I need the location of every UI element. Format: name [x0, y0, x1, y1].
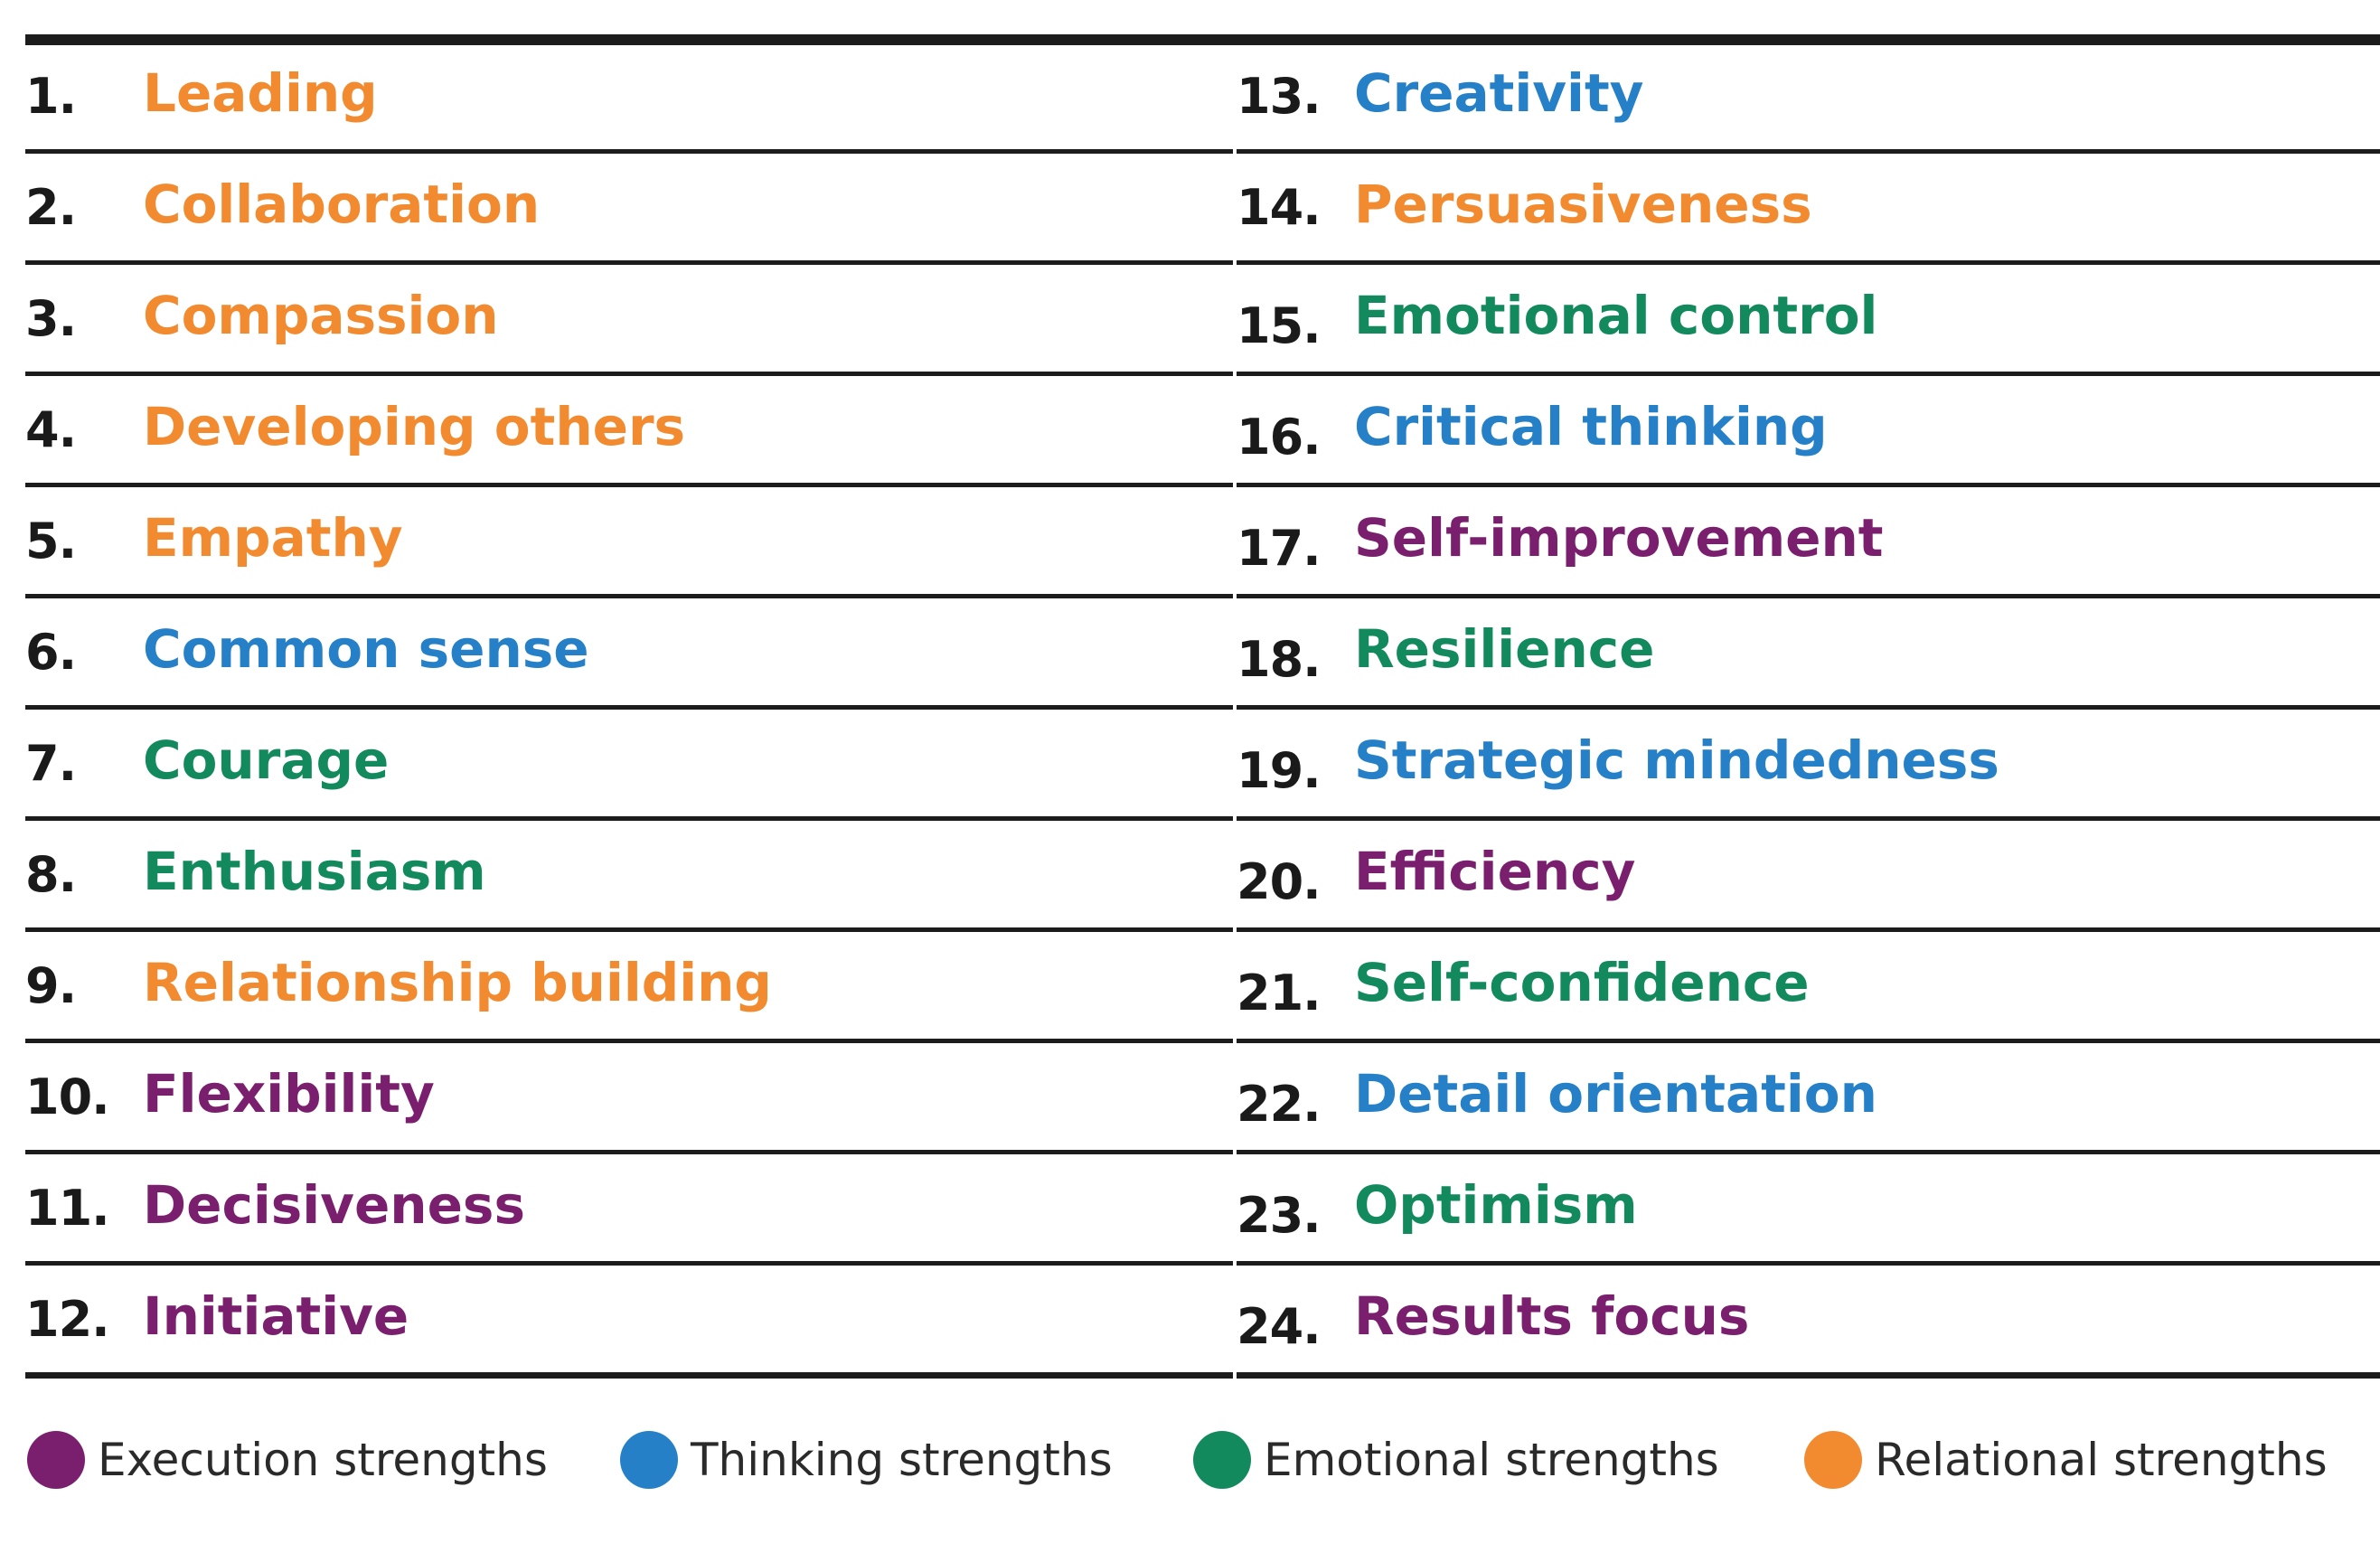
item-number: 3. [25, 289, 77, 347]
strength-label: Results focus [1354, 1285, 1750, 1347]
strength-label: Optimism [1354, 1173, 1638, 1236]
item-number: 17. [1237, 519, 1322, 577]
row-divider [1237, 483, 2380, 487]
item-number: 19. [1237, 741, 1322, 799]
row-divider [25, 594, 1233, 598]
strength-label: Resilience [1354, 617, 1655, 680]
legend-label: Execution strengths [98, 1434, 548, 1486]
item-number: 13. [1237, 67, 1322, 125]
row-divider [25, 705, 1233, 710]
strength-label: Developing others [143, 395, 686, 457]
item-number: 4. [25, 400, 77, 458]
item-number: 14. [1237, 178, 1322, 236]
item-number: 15. [1237, 296, 1322, 354]
strength-label: Persuasiveness [1354, 173, 1812, 235]
item-number: 2. [25, 178, 77, 236]
strength-label: Emotional control [1354, 284, 1878, 346]
strength-label: Collaboration [143, 173, 541, 235]
row-divider [1237, 372, 2380, 376]
strength-label: Enthusiasm [143, 840, 486, 902]
item-number: 6. [25, 623, 77, 681]
strength-label: Common sense [143, 617, 589, 680]
legend-item-relational: Relational strengths [1804, 1428, 2328, 1492]
strength-label: Leading [143, 61, 378, 124]
item-number: 9. [25, 956, 77, 1014]
strength-label: Compassion [143, 284, 499, 346]
strength-label: Creativity [1354, 61, 1644, 124]
row-divider [1237, 816, 2380, 821]
item-number: 8. [25, 845, 77, 903]
row-divider [1237, 149, 2380, 154]
strength-label: Efficiency [1354, 840, 1636, 902]
strength-label: Flexibility [143, 1062, 435, 1125]
row-divider [25, 1150, 1233, 1154]
row-divider [25, 1039, 1233, 1043]
item-number: 21. [1237, 964, 1322, 1021]
item-number: 23. [1237, 1186, 1322, 1244]
legend-label: Emotional strengths [1264, 1434, 1719, 1486]
row-divider [25, 1261, 1233, 1266]
legend-dot-icon [620, 1431, 678, 1489]
strength-label: Strategic mindedness [1354, 729, 1999, 791]
item-number: 16. [1237, 408, 1322, 466]
legend-item-execution: Execution strengths [27, 1428, 548, 1492]
legend-item-thinking: Thinking strengths [620, 1428, 1113, 1492]
row-divider [25, 1372, 1233, 1379]
item-number: 22. [1237, 1075, 1322, 1133]
item-number: 18. [1237, 630, 1322, 688]
row-divider [25, 260, 1233, 265]
item-number: 5. [25, 512, 77, 569]
strength-label: Self-improvement [1354, 506, 1884, 569]
item-number: 10. [25, 1068, 110, 1125]
row-divider [25, 372, 1233, 376]
legend-dot-icon [1193, 1431, 1251, 1489]
legend-dot-icon [27, 1431, 85, 1489]
row-divider [1237, 1372, 2380, 1379]
item-number: 7. [25, 734, 77, 792]
row-divider [1237, 1150, 2380, 1154]
legend-dot-icon [1804, 1431, 1862, 1489]
row-divider [1237, 927, 2380, 932]
strength-label: Detail orientation [1354, 1062, 1877, 1125]
row-divider [25, 149, 1233, 154]
legend-label: Relational strengths [1875, 1434, 2328, 1486]
item-number: 1. [25, 67, 77, 125]
item-number: 11. [25, 1179, 110, 1237]
strength-label: Empathy [143, 506, 403, 569]
row-divider [1237, 1039, 2380, 1043]
strength-label: Self-confidence [1354, 951, 1810, 1013]
strength-label: Relationship building [143, 951, 772, 1013]
row-divider [1237, 1261, 2380, 1266]
strength-label: Initiative [143, 1285, 409, 1347]
item-number: 24. [1237, 1297, 1322, 1355]
strength-label: Decisiveness [143, 1173, 525, 1236]
legend-label: Thinking strengths [691, 1434, 1113, 1486]
legend-item-emotional: Emotional strengths [1193, 1428, 1719, 1492]
row-divider [25, 816, 1233, 821]
table-top-rule [25, 34, 2380, 45]
row-divider [25, 483, 1233, 487]
item-number: 12. [25, 1290, 110, 1348]
row-divider [25, 927, 1233, 932]
item-number: 20. [1237, 852, 1322, 910]
row-divider [1237, 705, 2380, 710]
row-divider [1237, 594, 2380, 598]
row-divider [1237, 260, 2380, 265]
strength-label: Courage [143, 729, 390, 791]
strength-label: Critical thinking [1354, 395, 1828, 457]
